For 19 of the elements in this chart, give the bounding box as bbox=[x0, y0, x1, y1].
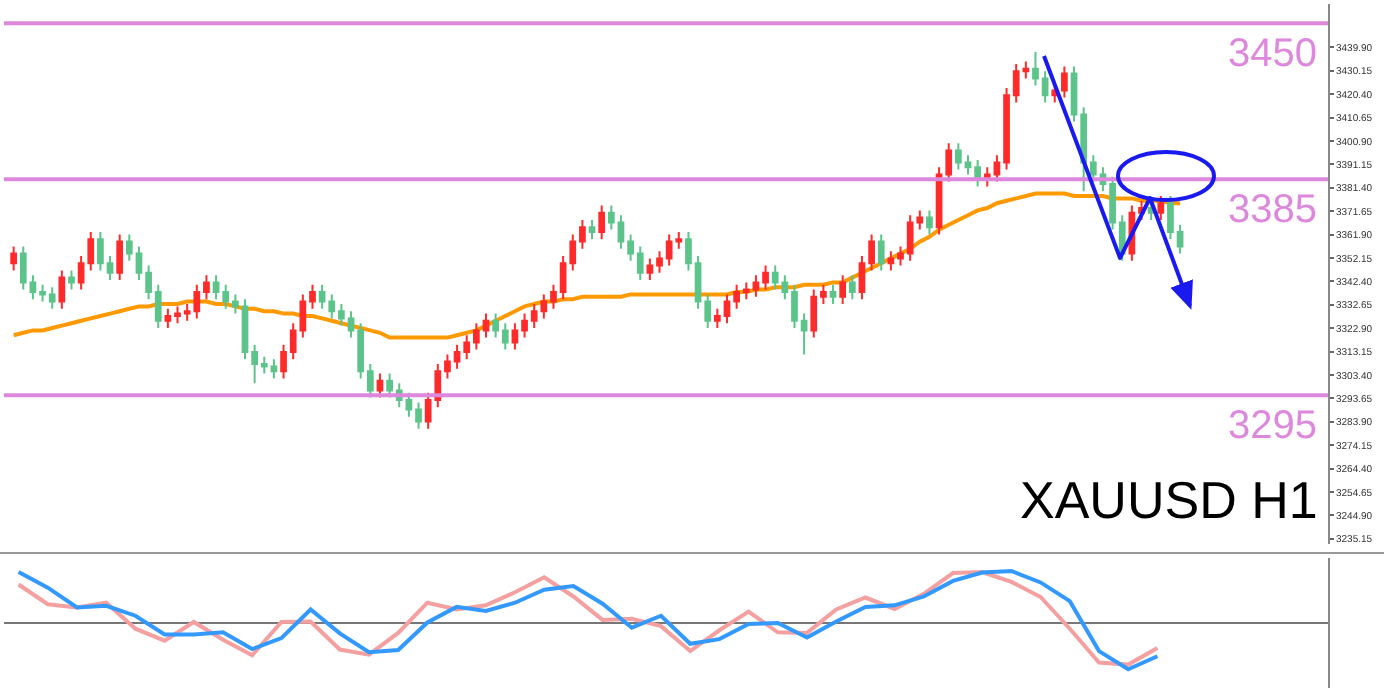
candlestick bbox=[598, 204, 606, 241]
candlestick bbox=[848, 274, 856, 301]
candlestick bbox=[58, 269, 66, 310]
ref-line-label: 3295 bbox=[1228, 404, 1317, 448]
candlestick bbox=[10, 245, 17, 272]
candlestick bbox=[1157, 195, 1165, 221]
candlestick bbox=[839, 274, 847, 305]
candlestick bbox=[376, 372, 384, 399]
line-series bbox=[11, 191, 1183, 340]
candlestick bbox=[877, 233, 885, 272]
candlestick bbox=[829, 283, 837, 305]
candlestick bbox=[588, 219, 596, 241]
candlestick bbox=[116, 233, 124, 281]
annotation: XAUUSD H1 bbox=[1020, 470, 1318, 530]
candlestick bbox=[1061, 65, 1068, 99]
candlestick bbox=[926, 209, 933, 236]
ref-line-label: 3385 bbox=[1228, 188, 1317, 232]
ref-line-label: 3450 bbox=[1228, 32, 1317, 76]
candlestick bbox=[68, 269, 75, 291]
